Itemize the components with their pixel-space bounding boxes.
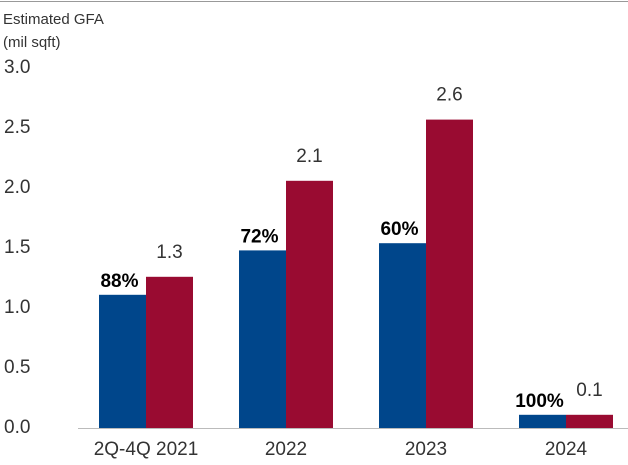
annotation: 88% [100,271,138,292]
y-tick-label: 0.5 [4,357,30,378]
value-label: 2.6 [436,85,462,106]
y-tick-label: 2.0 [4,177,30,198]
y-axis-unit: (mil sqft) [3,34,61,51]
y-tick-label: 1.0 [4,297,30,318]
x-tick-label: 2024 [545,439,588,460]
bar [519,414,566,428]
x-tick-label: 2023 [405,439,447,460]
value-label: 1.3 [156,242,182,263]
bar [566,414,613,428]
bar [379,243,426,428]
x-tick-label: 2Q-4Q 2021 [94,439,199,460]
bar [99,294,146,428]
annotation: 60% [380,219,418,240]
annotation: 72% [240,226,278,247]
x-tick-label: 2022 [265,439,307,460]
bar [239,250,286,428]
annotation: 100% [515,391,564,412]
bar [426,119,473,428]
y-tick-label: 3.0 [4,57,30,78]
y-tick-label: 2.5 [4,117,30,138]
bar [286,180,333,428]
y-tick-label: 1.5 [4,237,30,258]
bar [146,276,193,428]
y-tick-label: 0.0 [4,417,30,438]
y-axis-label: Estimated GFA [3,11,104,28]
value-label: 0.1 [576,380,602,401]
value-label: 2.1 [296,146,322,167]
